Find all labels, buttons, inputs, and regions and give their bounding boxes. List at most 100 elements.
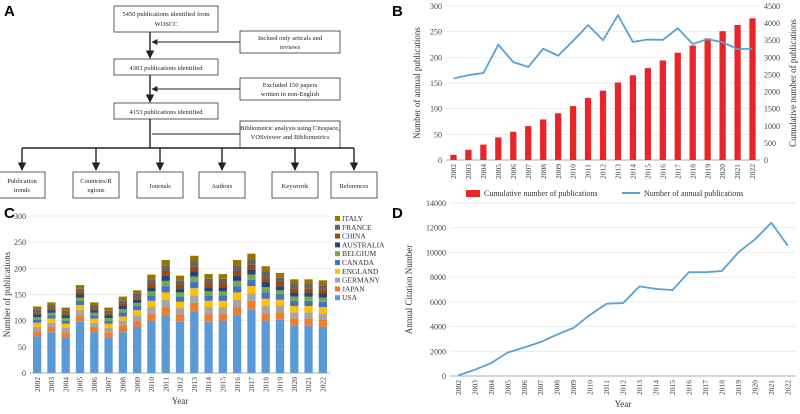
chart-c-bar-2015-france [218,278,227,283]
chart-c-bar-2010-belgium [147,291,156,296]
chart-c-bar-2018-australia [261,281,270,288]
chart-d-y-tick-10000: 10000 [426,248,446,257]
chart-c-x-tick-2005: 2005 [76,377,85,392]
chart-c-bar-2002-germany [33,326,42,332]
chart-c-y-tick-50: 50 [18,343,26,352]
chart-c-bar-2002-france [33,309,42,313]
chart-c-bar-2013-japan [190,302,199,312]
chart-d-x-tick-2021: 2021 [767,380,776,395]
chart-b-bar-2016 [659,60,666,161]
flow-side-analysis-line2: VOSviewer and Bibliometrics [251,134,330,141]
chart-c-bar-2014-germany [204,307,213,315]
chart-c-bar-2018-germany [261,306,270,314]
chart-c-bar-2005-usa [75,321,85,373]
chart-c-bar-2015-belgium [218,291,227,296]
chart-c-bar-2012-china [175,284,185,289]
flow-output-box-journals [136,171,184,199]
chart-c-bar-2006-canada [90,315,99,319]
flow-outputs: Publication trends Countries/R egions Journa… [0,148,378,199]
chart-c-bar-2018-china [261,277,270,282]
flow-output-box-authors [198,171,246,199]
chart-c-x-tick-2011: 2011 [161,377,170,392]
chart-c-bar-2012-belgium [175,292,185,297]
chart-c: 0 50 100 150 200 250 300 2002 2003 2004 2005 2006 20… [2,212,385,406]
chart-c-legend-swatch-china [335,233,340,239]
chart-c-legend-germany: GERMANY [342,276,381,285]
chart-d-x-tick-2011: 2011 [602,380,611,395]
chart-c-bar-2018-france [261,271,270,278]
chart-b-x-tick-2012: 2012 [599,164,608,179]
chart-c-bar-2007-france [104,310,113,314]
chart-d-y-tick-8000: 8000 [430,273,446,282]
chart-c-bar-2021-china [304,288,313,293]
chart-b-bar-2012 [599,90,607,160]
chart-c-bar-2020-italy [290,279,299,285]
chart-b-x-tick-2008: 2008 [539,164,548,179]
chart-b-line-annual [453,13,753,80]
chart-c-bar-2011-england [161,292,170,300]
chart-b-bar-2013 [614,82,622,160]
chart-c-bar-2006-belgium [90,312,99,316]
chart-b-bar-2002 [450,154,457,160]
chart-c-x-tick-2016: 2016 [233,377,242,392]
chart-c-x-tick-2012: 2012 [176,377,185,392]
chart-c-bar-2020-france [290,284,299,289]
chart-b-bar-2021 [734,24,741,161]
flow-box-identified-line1: 5450 publications identified from [122,11,209,18]
chart-c-bar-2004-australia [61,315,70,319]
chart-c-bar-2003-belgium [47,312,56,316]
chart-b-bar-2003 [465,149,472,160]
chart-c-legend-canada: CANADA [342,258,375,267]
chart-c-bar-2006-usa [90,332,99,373]
chart-c-bar-2009-japan [133,320,142,327]
chart-c-x-tick-2022: 2022 [318,377,327,392]
chart-b-y2-tick-1000: 1000 [764,122,780,131]
chart-c-bar-2004-england [61,323,70,328]
chart-c-bar-2016-japan [233,307,242,316]
chart-b-y2-tick-2000: 2000 [764,88,780,97]
chart-d-y-tick-4000: 4000 [430,323,446,332]
chart-b-x-tick-2019: 2019 [703,164,712,179]
chart-c-legend-swatch-usa [335,295,340,301]
chart-c-legend-italy: ITALY [342,214,364,223]
chart-c-bar-2005-italy [75,285,85,289]
chart-b-legend-bar: Cumulative number of publications [484,189,598,198]
chart-b-bar-2011 [584,97,592,160]
chart-c-bar-2020-usa [290,325,299,373]
flow-box-4153-text: 4153 publications identified [130,109,204,116]
chart-c-bar-2006-china [90,308,99,311]
chart-b-x-tick-2006: 2006 [509,164,518,179]
chart-c-x-tick-2019: 2019 [276,377,285,392]
chart-c-bar-2004-france [61,310,70,314]
chart-c-bar-2013-italy [190,255,199,262]
chart-d-x-tick-2010: 2010 [586,380,595,395]
chart-c-bar-2017-australia [247,269,256,275]
chart-c-bar-2014-canada [204,295,213,301]
chart-b-bar-2019 [704,38,711,161]
chart-c-bar-2015-italy [218,274,227,279]
chart-c-bar-2003-australia [47,310,56,313]
chart-b-x-tick-2013: 2013 [614,164,623,179]
chart-d-y-tick-0: 0 [442,372,446,381]
chart-b-y-tick-250: 250 [430,28,442,37]
chart-c-bar-2008-england [118,316,127,321]
chart-d-x-tick-2015: 2015 [668,380,677,395]
chart-b-x-tick-2003: 2003 [464,164,473,179]
chart-d-x-tick-2018: 2018 [717,380,726,395]
chart-b-y-tick-150: 150 [430,79,442,88]
chart-b-x-tick-2002: 2002 [449,164,458,179]
chart-d-ylabel: Annual Citation Number [404,245,414,335]
chart-d-x-tick-2019: 2019 [734,380,743,395]
chart-c-bar-2022-canada [318,301,327,308]
chart-b-bar-2018 [689,45,696,160]
chart-b-y2-tick-500: 500 [764,139,776,148]
chart-b-x-tick-2009: 2009 [554,164,563,179]
chart-c-bar-2016-france [233,265,242,271]
chart-c-bar-2008-france [118,300,127,304]
chart-c-bar-2014-england [204,300,213,308]
chart-c-bar-2016-australia [233,275,242,281]
chart-b-x-tick-2016: 2016 [658,164,667,179]
chart-b-y-tick-100: 100 [430,105,442,114]
chart-b-y2-tick-2500: 2500 [764,70,780,79]
